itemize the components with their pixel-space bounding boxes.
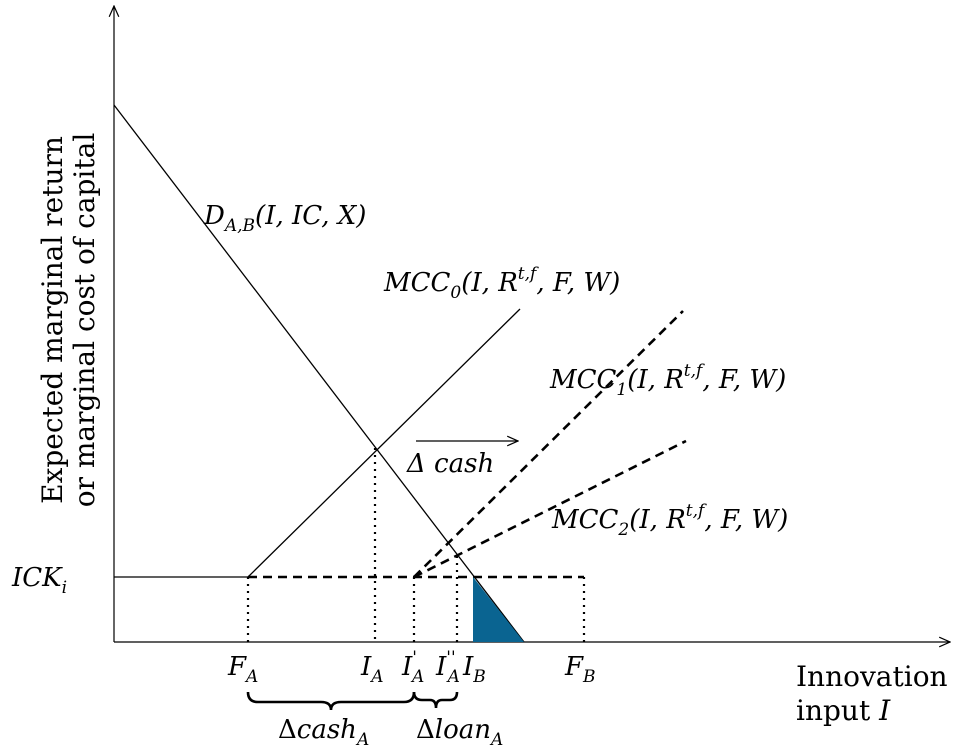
ia-prime-label: I' A (401, 648, 424, 687)
mcc2-label: MCC2(I, Rt,f, F, W) (551, 501, 788, 540)
ia-label: IA (360, 652, 384, 687)
mcc0-label: MCC0(I, Rt,f, F, W) (383, 264, 620, 303)
ib-label: IB (462, 652, 486, 687)
delta-loan-a-label: ΔloanA (416, 715, 503, 747)
mcc2-curve (413, 439, 687, 579)
fa-label: FA (227, 652, 258, 687)
delta-loan-brace (412, 691, 459, 709)
shaded-area (473, 577, 524, 642)
shift-arrow-label: Δ cash (406, 449, 494, 479)
y-label-line1: Expected marginal return (36, 136, 69, 504)
ia-double-prime-label: I'' A (435, 648, 460, 687)
demand-curve (113, 104, 525, 643)
x-label-line2: input I (796, 694, 891, 727)
fb-label: FB (564, 652, 596, 687)
y-label-line2: or marginal cost of capital (68, 133, 101, 508)
delta-cash-a-label: ΔcashA (278, 715, 369, 747)
demand-curve-label: DA,B(I, IC, X) (203, 201, 366, 236)
y-axis-label: Expected marginal return or marginal cos… (36, 133, 101, 508)
mcc1-label: MCC1(I, Rt,f, F, W) (549, 361, 786, 400)
ick-label: ICKi (11, 563, 67, 598)
x-label-line1: Innovation (796, 660, 948, 693)
mcc0-curve (247, 308, 521, 578)
mcc1-curve (413, 310, 684, 578)
delta-cash-brace (246, 691, 416, 711)
